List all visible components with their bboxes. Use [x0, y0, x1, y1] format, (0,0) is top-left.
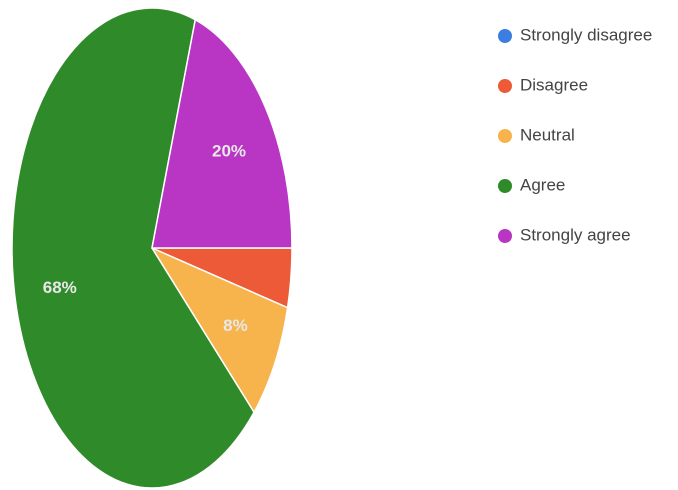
data-label: 8%: [223, 316, 248, 335]
legend-label: Disagree: [520, 75, 588, 94]
data-label: 68%: [43, 278, 77, 297]
legend-label: Agree: [520, 175, 565, 194]
legend-label: Neutral: [520, 125, 575, 144]
pie-slice: [151, 18, 293, 249]
legend-marker: [498, 29, 512, 43]
legend-marker: [498, 79, 512, 93]
legend-marker: [498, 229, 512, 243]
legend-label: Strongly disagree: [520, 25, 652, 44]
legend-marker: [498, 179, 512, 193]
pie-slice: [150, 246, 289, 414]
legend-marker: [498, 129, 512, 143]
pie-slice: [11, 7, 255, 489]
data-label: 20%: [212, 142, 246, 161]
legend-label: Strongly agree: [520, 225, 631, 244]
